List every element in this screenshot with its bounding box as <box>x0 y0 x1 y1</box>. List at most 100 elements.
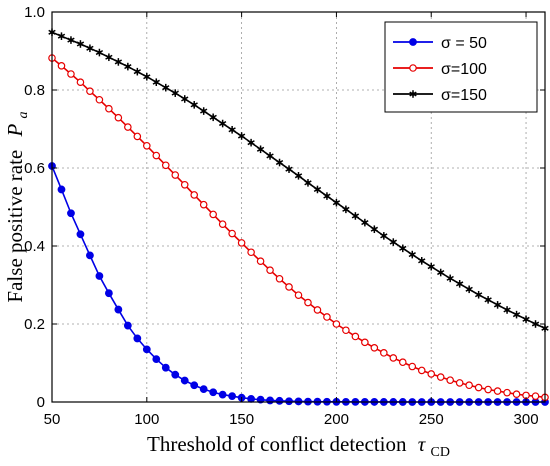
data-point <box>209 210 217 219</box>
data-point <box>105 104 113 113</box>
data-point <box>162 83 170 92</box>
data-point <box>152 78 160 86</box>
series-2 <box>48 54 549 402</box>
legend-label: σ=150 <box>441 87 487 104</box>
data-point <box>503 306 511 314</box>
data-point <box>171 370 180 379</box>
data-point <box>493 387 502 395</box>
data-point <box>152 151 161 160</box>
series-line <box>51 165 545 403</box>
data-point <box>86 251 94 260</box>
data-point <box>105 53 113 62</box>
data-point <box>455 379 464 387</box>
data-point <box>409 64 417 72</box>
data-point <box>531 320 540 328</box>
data-point <box>256 145 265 154</box>
legend-item: σ=100 <box>393 61 487 78</box>
data-point <box>370 225 379 234</box>
data-point <box>323 313 331 321</box>
data-point <box>399 244 407 253</box>
data-point <box>76 78 85 87</box>
data-point <box>247 394 255 403</box>
data-point <box>275 396 284 405</box>
data-point <box>446 376 454 384</box>
data-point <box>313 306 322 314</box>
data-point <box>200 107 208 115</box>
data-point <box>247 248 255 257</box>
data-point <box>161 161 170 170</box>
x-tick-label: 300 <box>514 411 539 428</box>
data-point <box>389 238 397 246</box>
data-point <box>218 119 227 128</box>
data-point <box>294 172 303 180</box>
x-tick-label: 100 <box>134 411 159 428</box>
data-point <box>123 321 132 330</box>
data-point <box>493 301 502 309</box>
data-point <box>417 366 426 375</box>
x-tick-label: 50 <box>44 411 61 428</box>
data-point <box>351 332 360 341</box>
data-point <box>342 326 350 335</box>
data-point <box>484 296 492 304</box>
data-point <box>304 179 312 187</box>
series-1 <box>48 162 549 406</box>
data-point <box>380 349 388 357</box>
data-point <box>124 62 132 71</box>
data-point <box>332 320 341 328</box>
x-tick-label: 250 <box>419 411 444 428</box>
y-tick-label: 0.6 <box>24 160 45 177</box>
data-point <box>522 315 530 324</box>
data-point <box>427 262 435 271</box>
data-point <box>57 32 66 40</box>
data-point <box>427 370 436 378</box>
legend-item: σ = 50 <box>393 35 487 52</box>
data-point <box>67 70 75 78</box>
data-point <box>180 180 189 189</box>
data-point <box>503 388 511 397</box>
legend-label: σ = 50 <box>441 35 487 52</box>
data-point <box>285 397 293 406</box>
data-point <box>199 200 208 209</box>
data-point <box>161 363 170 372</box>
data-point <box>95 272 104 280</box>
x-axis-label: Threshold of conflict detection τ CD <box>147 432 450 460</box>
data-point <box>237 132 246 140</box>
series-3 <box>48 28 549 333</box>
data-point <box>465 381 473 390</box>
data-point <box>531 392 540 400</box>
data-point <box>199 385 208 394</box>
data-point <box>361 338 369 347</box>
data-point <box>190 381 199 390</box>
data-point <box>436 373 445 381</box>
data-point <box>228 229 236 238</box>
y-tick-label: 1.0 <box>24 4 45 21</box>
data-point <box>446 274 454 283</box>
data-point <box>323 192 331 200</box>
data-point <box>512 390 521 399</box>
data-point <box>209 113 217 122</box>
y-axis-label: False positive rate P a <box>3 111 31 302</box>
data-point <box>342 205 350 214</box>
data-point <box>418 257 426 265</box>
data-point <box>474 290 483 299</box>
data-point <box>143 72 151 81</box>
data-point <box>114 58 123 66</box>
y-tick-label: 0.4 <box>24 238 45 255</box>
data-point <box>275 274 284 283</box>
data-point <box>256 257 265 266</box>
data-point <box>218 220 227 228</box>
data-point <box>408 362 417 371</box>
data-point <box>465 285 473 294</box>
y-tick-label: 0.2 <box>24 316 45 333</box>
data-point <box>171 89 179 97</box>
data-point <box>275 158 284 167</box>
data-point <box>76 40 85 48</box>
data-point <box>437 268 445 277</box>
x-tick-label: 150 <box>229 411 254 428</box>
data-point <box>512 310 521 319</box>
data-point <box>86 87 94 95</box>
data-point <box>67 36 75 44</box>
data-point <box>133 67 142 76</box>
data-point <box>266 152 274 160</box>
legend: σ = 50 σ=100 σ=150 <box>384 21 538 113</box>
